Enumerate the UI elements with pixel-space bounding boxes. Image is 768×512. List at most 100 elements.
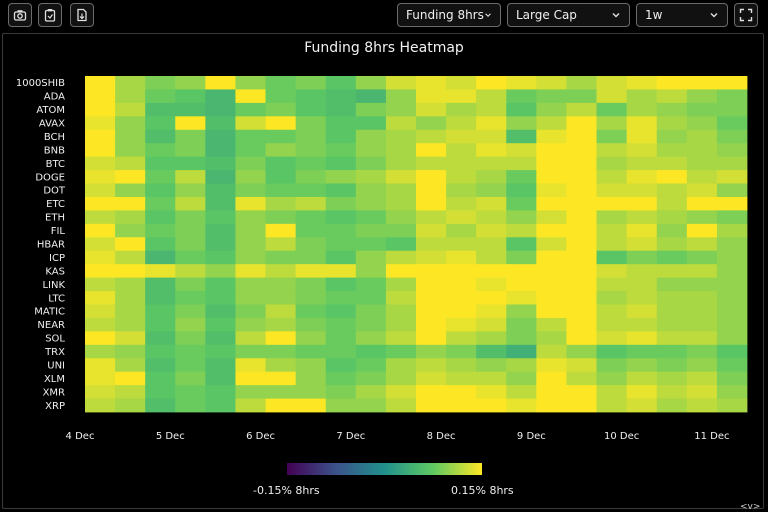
heatmap-cell[interactable] (385, 331, 417, 346)
heatmap-cell[interactable] (716, 156, 748, 171)
heatmap-cell[interactable] (626, 277, 658, 292)
heatmap-cell[interactable] (295, 89, 327, 104)
heatmap-cell[interactable] (686, 210, 718, 225)
heatmap-cell[interactable] (566, 264, 597, 278)
heatmap-cell[interactable] (385, 129, 417, 144)
heatmap-cell[interactable] (385, 223, 417, 238)
heatmap-cell[interactable] (385, 250, 417, 265)
heatmap-cell[interactable] (476, 210, 507, 225)
heatmap-cell[interactable] (385, 102, 417, 117)
heatmap-cell[interactable] (325, 116, 357, 131)
heatmap-cell[interactable] (476, 250, 507, 265)
heatmap-cell[interactable] (416, 331, 447, 346)
heatmap-cell[interactable] (265, 89, 297, 104)
heatmap-cell[interactable] (355, 291, 387, 305)
heatmap-cell[interactable] (716, 210, 748, 225)
heatmap-cell[interactable] (686, 143, 718, 158)
heatmap-cell[interactable] (355, 210, 387, 225)
heatmap-cell[interactable] (506, 223, 537, 238)
heatmap-cell[interactable] (566, 317, 597, 332)
heatmap-cell[interactable] (295, 170, 327, 184)
heatmap-cell[interactable] (476, 398, 507, 413)
heatmap-cell[interactable] (506, 129, 537, 144)
heatmap-cell[interactable] (596, 371, 628, 386)
heatmap-cell[interactable] (295, 102, 327, 117)
heatmap-cell[interactable] (295, 196, 327, 211)
heatmap-cell[interactable] (85, 183, 116, 198)
heatmap-cell[interactable] (355, 116, 387, 131)
heatmap-cell[interactable] (385, 344, 417, 359)
heatmap-cell[interactable] (626, 196, 658, 211)
heatmap-cell[interactable] (596, 358, 628, 373)
heatmap-cell[interactable] (596, 196, 628, 211)
heatmap-cell[interactable] (265, 116, 297, 131)
heatmap-cell[interactable] (716, 223, 748, 238)
heatmap-cell[interactable] (385, 277, 417, 292)
heatmap-cell[interactable] (295, 398, 327, 413)
heatmap-cell[interactable] (626, 291, 658, 305)
heatmap-cell[interactable] (536, 398, 567, 413)
heatmap-cell[interactable] (476, 170, 507, 184)
heatmap-cell[interactable] (536, 385, 567, 399)
heatmap-cell[interactable] (506, 102, 537, 117)
heatmap-cell[interactable] (566, 331, 597, 346)
heatmap-cell[interactable] (506, 237, 537, 252)
heatmap-cell[interactable] (295, 344, 327, 359)
heatmap-cell[interactable] (235, 116, 266, 131)
heatmap-cell[interactable] (385, 76, 417, 90)
heatmap-cell[interactable] (656, 237, 688, 252)
heatmap-cell[interactable] (205, 291, 236, 305)
heatmap-cell[interactable] (716, 264, 748, 278)
heatmap-cell[interactable] (295, 129, 327, 144)
heatmap-cell[interactable] (686, 237, 718, 252)
heatmap-cell[interactable] (566, 237, 597, 252)
heatmap-cell[interactable] (626, 331, 658, 346)
heatmap-cell[interactable] (265, 76, 297, 90)
heatmap-cell[interactable] (205, 358, 236, 373)
heatmap-cell[interactable] (175, 371, 206, 386)
heatmap-cell[interactable] (145, 344, 176, 359)
heatmap-cell[interactable] (265, 317, 297, 332)
heatmap-cell[interactable] (566, 183, 597, 198)
heatmap-cell[interactable] (145, 116, 176, 131)
heatmap-cell[interactable] (385, 291, 417, 305)
heatmap-cell[interactable] (265, 250, 297, 265)
heatmap-cell[interactable] (506, 331, 537, 346)
heatmap-cell[interactable] (385, 385, 417, 399)
heatmap-cell[interactable] (686, 398, 718, 413)
heatmap-cell[interactable] (325, 183, 357, 198)
heatmap-cell[interactable] (446, 183, 477, 198)
heatmap-cell[interactable] (85, 76, 116, 90)
heatmap-cell[interactable] (656, 196, 688, 211)
heatmap-cell[interactable] (235, 183, 266, 198)
heatmap-cell[interactable] (506, 317, 537, 332)
heatmap-cell[interactable] (626, 344, 658, 359)
heatmap-cell[interactable] (416, 358, 447, 373)
heatmap-cell[interactable] (385, 264, 417, 278)
heatmap-cell[interactable] (295, 143, 327, 158)
heatmap-cell[interactable] (325, 371, 357, 386)
heatmap-cell[interactable] (656, 250, 688, 265)
heatmap-cell[interactable] (355, 143, 387, 158)
heatmap-cell[interactable] (295, 317, 327, 332)
heatmap-cell[interactable] (145, 398, 176, 413)
heatmap-cell[interactable] (686, 304, 718, 319)
heatmap-cell[interactable] (175, 196, 206, 211)
heatmap-cell[interactable] (265, 210, 297, 225)
heatmap-cell[interactable] (235, 398, 266, 413)
heatmap-cell[interactable] (716, 250, 748, 265)
heatmap-cell[interactable] (566, 371, 597, 386)
heatmap-cell[interactable] (355, 170, 387, 184)
heatmap-cell[interactable] (716, 183, 748, 198)
heatmap-cell[interactable] (476, 116, 507, 131)
heatmap-cell[interactable] (476, 371, 507, 386)
heatmap-cell[interactable] (145, 129, 176, 144)
heatmap-cell[interactable] (355, 237, 387, 252)
heatmap-cell[interactable] (145, 170, 176, 184)
heatmap-cell[interactable] (205, 398, 236, 413)
heatmap-cell[interactable] (295, 371, 327, 386)
heatmap-cell[interactable] (716, 170, 748, 184)
heatmap-cell[interactable] (686, 277, 718, 292)
heatmap-cell[interactable] (295, 156, 327, 171)
heatmap-cell[interactable] (716, 317, 748, 332)
